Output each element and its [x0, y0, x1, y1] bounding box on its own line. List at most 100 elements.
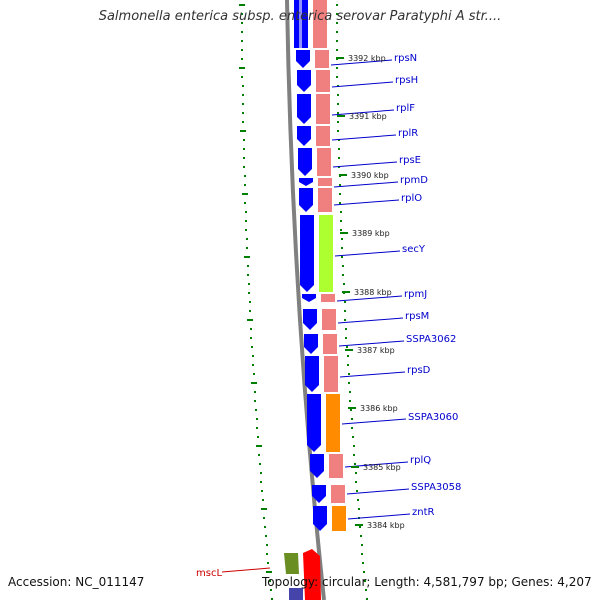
gene-rpsD[interactable]: [305, 356, 319, 392]
tick-mark: [337, 112, 339, 114]
cds-rpmJ[interactable]: [321, 294, 335, 302]
tick-mark: [260, 481, 262, 483]
mscL-label[interactable]: mscL: [196, 568, 222, 579]
gene-label[interactable]: SSPA3060: [408, 412, 458, 423]
outer-tick-track: [239, 4, 273, 600]
tick-mark: [345, 337, 347, 339]
tick-mark: [336, 31, 338, 33]
gene-rplO[interactable]: [299, 188, 313, 212]
tick-mark: [240, 130, 246, 132]
gene-SSPA3060[interactable]: [307, 394, 321, 452]
cds-rplF[interactable]: [316, 94, 330, 124]
tick-mark: [342, 274, 344, 276]
tick-mark: [261, 508, 267, 510]
tick-mark: [349, 391, 351, 393]
gene-rpsH[interactable]: [297, 70, 311, 92]
gene-label[interactable]: secY: [402, 244, 426, 255]
cds-SSPA3062[interactable]: [323, 334, 337, 354]
tick-mark: [244, 256, 250, 258]
label-line: [334, 250, 401, 257]
tick-mark: [348, 373, 350, 375]
tick-mark: [365, 589, 367, 591]
gene-label[interactable]: rpsN: [394, 53, 417, 64]
tick-mark: [337, 121, 339, 123]
gene-label[interactable]: rpsE: [399, 155, 421, 166]
gene-SSPA3058[interactable]: [312, 485, 326, 503]
mscL-gene[interactable]: [284, 553, 299, 574]
cds-rpsD[interactable]: [324, 356, 338, 392]
cds-rpsM[interactable]: [322, 309, 336, 330]
gene-SSPA3062[interactable]: [304, 334, 318, 354]
gene-label[interactable]: SSPA3062: [406, 334, 456, 345]
gene-rplQ[interactable]: [310, 454, 324, 478]
gene-bottom-partial[interactable]: [289, 588, 303, 600]
tick-mark: [354, 463, 356, 465]
gene-label[interactable]: rpmD: [400, 175, 428, 186]
tick-mark: [343, 283, 345, 285]
label-line: [332, 161, 398, 168]
gene-label[interactable]: rpsD: [407, 365, 431, 376]
gene-label[interactable]: rplR: [398, 128, 418, 139]
gene-label[interactable]: rpsM: [405, 311, 429, 322]
genome-title: Salmonella enterica subsp. enterica sero…: [98, 9, 502, 24]
cds-rpmD[interactable]: [318, 178, 332, 186]
gene-label[interactable]: rplQ: [410, 455, 431, 466]
tick-mark: [244, 175, 246, 177]
tick-mark: [344, 301, 346, 303]
tick-mark: [251, 382, 257, 384]
cds-secY[interactable]: [319, 215, 333, 292]
cds-rplO[interactable]: [318, 188, 332, 212]
cds-rplQ[interactable]: [329, 454, 343, 478]
gene-rplR[interactable]: [297, 126, 311, 146]
gene-rpsN[interactable]: [296, 50, 310, 68]
tick-mark: [245, 229, 247, 231]
gene-rplF[interactable]: [297, 94, 311, 124]
tick-mark: [265, 535, 267, 537]
tick-mark: [241, 58, 243, 60]
gene-plus-arrow[interactable]: [303, 549, 321, 600]
gene-label[interactable]: rpsH: [395, 75, 418, 86]
cds-rpsH[interactable]: [316, 70, 330, 92]
tick-mark: [258, 454, 260, 456]
gene-rpsM[interactable]: [303, 309, 317, 330]
gene-zntR[interactable]: [313, 506, 327, 531]
tick-mark: [336, 40, 338, 42]
gene-label[interactable]: rpmJ: [404, 289, 427, 300]
cds-rplR[interactable]: [316, 126, 330, 146]
tick-mark: [337, 130, 339, 132]
gene-rpmJ[interactable]: [302, 294, 316, 302]
tick-mark: [270, 589, 272, 591]
tick-mark: [242, 193, 248, 195]
gene-label[interactable]: rplF: [396, 103, 415, 114]
tick-mark: [340, 229, 342, 231]
gene-rpmD[interactable]: [299, 178, 313, 186]
gene-label[interactable]: rplO: [401, 193, 422, 204]
tick-mark: [242, 94, 244, 96]
label-line: [331, 81, 394, 88]
tick-mark: [357, 499, 359, 501]
gene-rpsE[interactable]: [298, 148, 312, 176]
cds-top-partial[interactable]: [313, 0, 327, 48]
tick-mark: [261, 490, 263, 492]
gene-label[interactable]: SSPA3058: [411, 482, 461, 493]
gene-label[interactable]: zntR: [412, 507, 435, 518]
label-line: [336, 295, 403, 302]
cds-zntR[interactable]: [332, 506, 346, 531]
cds-rpsE[interactable]: [317, 148, 331, 176]
tick-mark: [244, 184, 246, 186]
cds-SSPA3060[interactable]: [326, 394, 340, 452]
tick-mark: [353, 454, 355, 456]
kbp-label: 3389 kbp: [352, 229, 390, 238]
topology-text: Topology: circular; Length: 4,581,797 bp…: [262, 575, 592, 589]
gene-secY[interactable]: [300, 215, 314, 292]
tick-mark: [351, 427, 353, 429]
cds-SSPA3058[interactable]: [331, 485, 345, 503]
kbp-label: 3384 kbp: [367, 521, 405, 530]
tick-mark: [251, 346, 253, 348]
tick-mark: [336, 22, 338, 24]
tick-mark: [243, 148, 245, 150]
cds-rpsN[interactable]: [315, 50, 329, 68]
tick-mark: [267, 562, 269, 564]
kbp-label: 3386 kbp: [360, 404, 398, 413]
